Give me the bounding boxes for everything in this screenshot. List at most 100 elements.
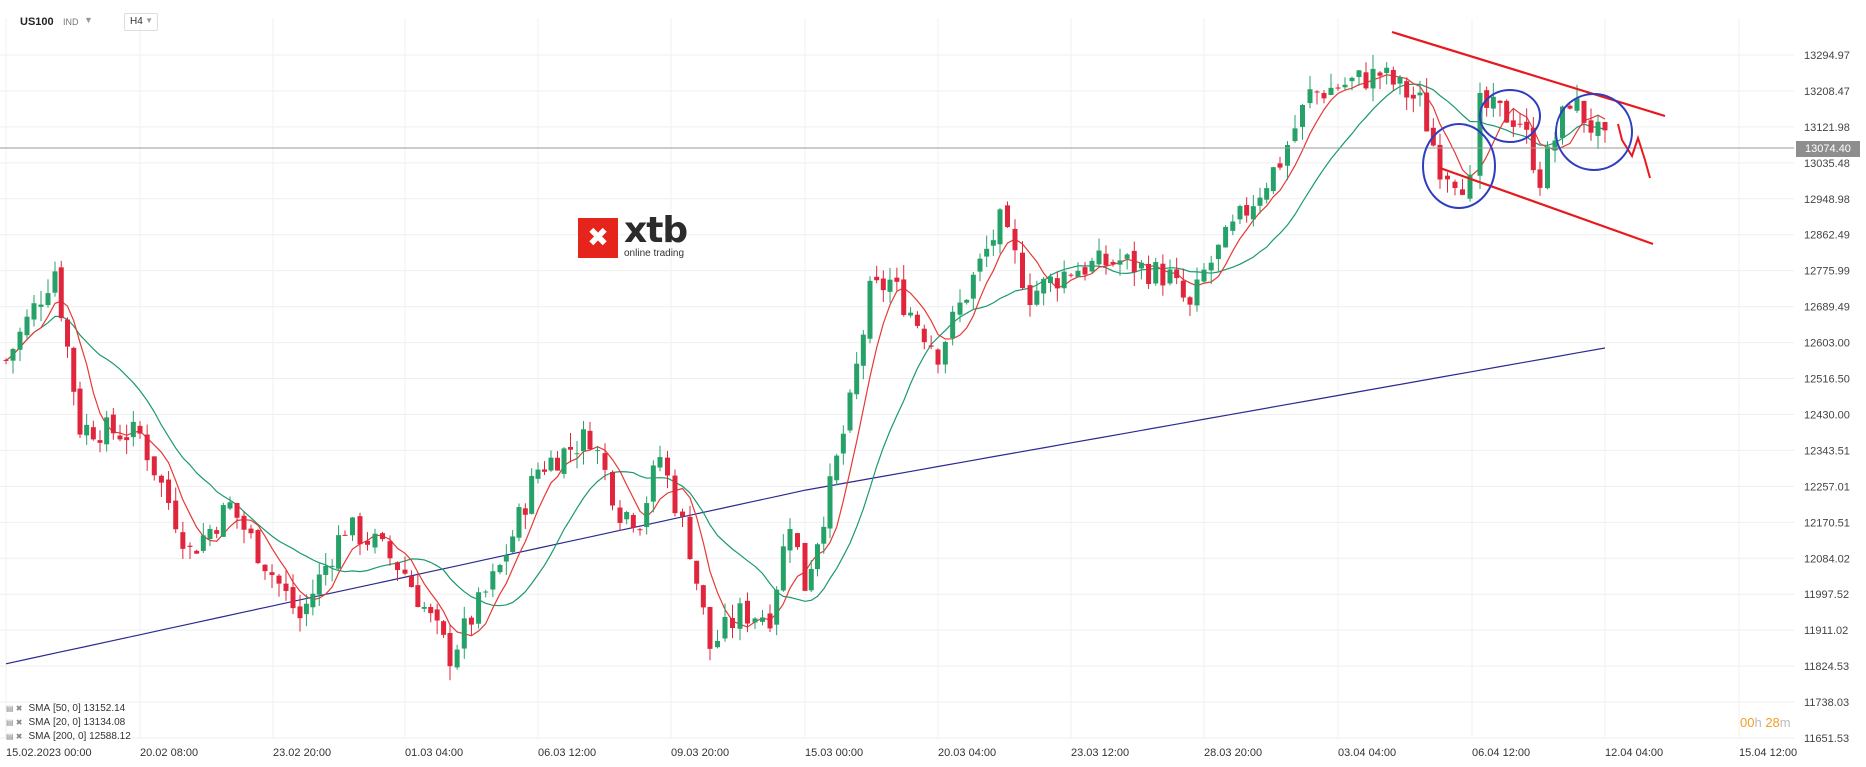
candle[interactable] <box>441 619 447 638</box>
candle[interactable] <box>454 644 460 670</box>
candle[interactable] <box>1417 80 1423 107</box>
candle[interactable] <box>1103 245 1109 275</box>
candle[interactable] <box>1153 257 1159 286</box>
candle[interactable] <box>31 295 37 327</box>
candle[interactable] <box>745 592 750 633</box>
candle[interactable] <box>722 603 728 642</box>
candle[interactable] <box>1075 262 1081 277</box>
candle[interactable] <box>1363 62 1369 91</box>
candle[interactable] <box>880 270 886 302</box>
candle[interactable] <box>329 559 335 582</box>
candle[interactable] <box>665 450 670 489</box>
candle[interactable] <box>1174 257 1180 285</box>
candle[interactable] <box>58 260 64 322</box>
candle[interactable] <box>795 532 800 550</box>
candle[interactable] <box>1054 271 1060 302</box>
candle[interactable] <box>1424 78 1430 132</box>
candle[interactable] <box>1307 75 1313 109</box>
candle[interactable] <box>1208 255 1214 285</box>
candle[interactable] <box>630 512 636 533</box>
candle[interactable] <box>124 424 130 455</box>
candle[interactable] <box>84 413 90 445</box>
candle[interactable] <box>1194 267 1200 312</box>
candle[interactable] <box>497 563 503 575</box>
candle[interactable] <box>1250 195 1256 227</box>
candle[interactable] <box>350 516 355 541</box>
candle[interactable] <box>372 528 378 554</box>
candle[interactable] <box>637 527 643 536</box>
candle[interactable] <box>1034 280 1040 307</box>
candle[interactable] <box>1124 253 1130 270</box>
candle[interactable] <box>187 542 193 560</box>
candle[interactable] <box>760 609 765 626</box>
candle[interactable] <box>1131 241 1137 287</box>
candle[interactable] <box>1223 225 1229 248</box>
candle[interactable] <box>574 441 580 469</box>
candle[interactable] <box>421 601 427 613</box>
candle[interactable] <box>802 542 808 592</box>
candle[interactable] <box>476 587 482 629</box>
candle[interactable] <box>610 470 615 511</box>
candle[interactable] <box>840 425 846 465</box>
candle[interactable] <box>1138 259 1144 280</box>
candle[interactable] <box>510 530 516 554</box>
candle[interactable] <box>65 317 70 358</box>
candle[interactable] <box>1437 133 1443 189</box>
candle[interactable] <box>1390 66 1396 91</box>
candle[interactable] <box>276 573 282 597</box>
candle[interactable] <box>984 235 990 268</box>
candle[interactable] <box>1504 99 1510 123</box>
candle[interactable] <box>1300 104 1305 140</box>
candle[interactable] <box>808 560 814 593</box>
candle[interactable] <box>700 584 706 615</box>
candle[interactable] <box>854 352 860 400</box>
candle[interactable] <box>1377 70 1383 90</box>
candle[interactable] <box>977 253 983 282</box>
candle[interactable] <box>1460 179 1465 196</box>
candle[interactable] <box>207 524 213 547</box>
candle[interactable] <box>1244 197 1250 223</box>
candle[interactable] <box>815 542 820 577</box>
candle[interactable] <box>297 594 303 632</box>
candle[interactable] <box>395 561 400 581</box>
candle[interactable] <box>1581 100 1587 133</box>
candle[interactable] <box>1257 187 1263 214</box>
candle[interactable] <box>990 229 996 256</box>
candle[interactable] <box>1277 156 1283 171</box>
candle[interactable] <box>323 552 329 586</box>
candle[interactable] <box>644 496 650 535</box>
candle[interactable] <box>461 606 467 659</box>
candle[interactable] <box>1602 121 1608 143</box>
candle[interactable] <box>1490 82 1496 118</box>
candle[interactable] <box>310 579 316 616</box>
candle[interactable] <box>173 487 179 534</box>
candle[interactable] <box>1068 273 1074 278</box>
candle[interactable] <box>1567 104 1573 110</box>
candle[interactable] <box>483 589 489 598</box>
candle[interactable] <box>827 463 833 539</box>
candle[interactable] <box>447 624 453 681</box>
candle[interactable] <box>595 445 600 465</box>
candle[interactable] <box>1187 295 1193 316</box>
candle[interactable] <box>928 335 934 350</box>
candle[interactable] <box>901 265 907 317</box>
instrument-symbol[interactable]: US100 <box>20 16 54 28</box>
candle[interactable] <box>1180 268 1186 302</box>
candle[interactable] <box>316 563 322 607</box>
candle[interactable] <box>624 510 630 525</box>
candle[interactable] <box>874 265 880 284</box>
candle[interactable] <box>1445 172 1450 193</box>
candle[interactable] <box>1537 161 1543 196</box>
candle[interactable] <box>110 408 116 440</box>
candle[interactable] <box>887 267 893 303</box>
candle[interactable] <box>503 544 509 575</box>
candle[interactable] <box>1397 75 1403 95</box>
candle[interactable] <box>130 411 136 447</box>
candle[interactable] <box>1048 273 1053 293</box>
candle[interactable] <box>1342 77 1348 90</box>
candle[interactable] <box>1237 204 1243 224</box>
candle[interactable] <box>1384 62 1390 85</box>
candle[interactable] <box>1328 73 1334 96</box>
candle[interactable] <box>535 462 541 484</box>
candle[interactable] <box>914 311 920 329</box>
